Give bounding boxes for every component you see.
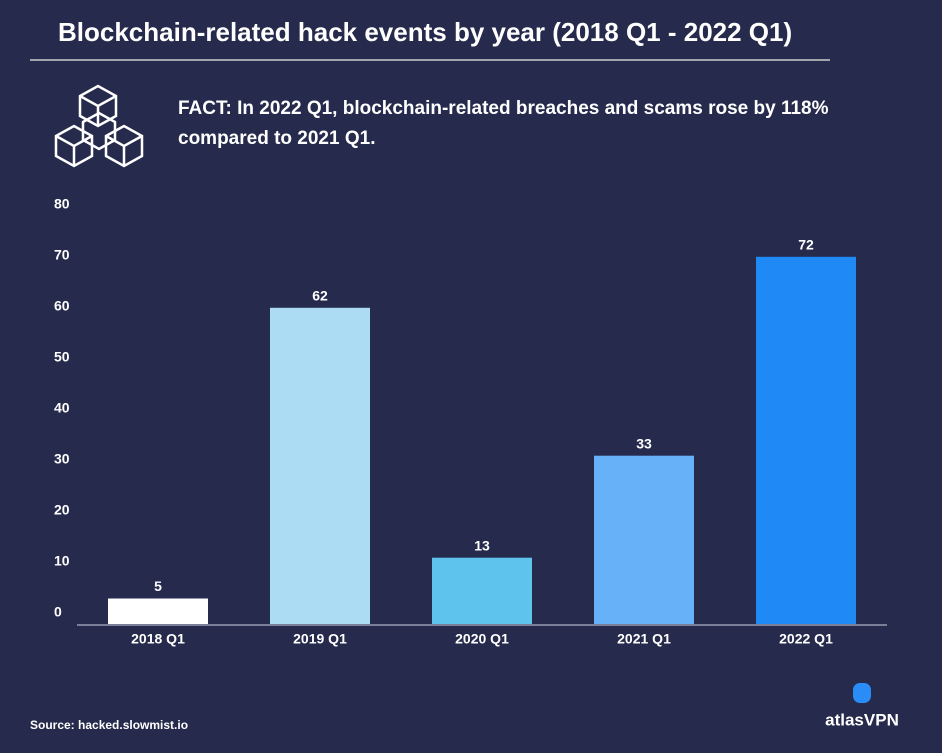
bar	[594, 455, 694, 624]
y-tick-label: 80	[54, 196, 70, 212]
value-label: 13	[474, 537, 490, 553]
bar	[432, 557, 532, 624]
brand-name: atlasVPN	[825, 710, 899, 729]
blocks-icon	[54, 84, 144, 168]
x-tick-label: 2020 Q1	[455, 631, 509, 647]
fact-box: FACT: In 2022 Q1, blockchain-related bre…	[178, 98, 829, 149]
x-tick-label: 2018 Q1	[131, 631, 185, 647]
y-tick-label: 30	[54, 451, 70, 467]
x-tick-label: 2021 Q1	[617, 631, 671, 647]
y-tick-label: 60	[54, 298, 70, 314]
y-tick-label: 20	[54, 502, 70, 518]
x-tick-label: 2022 Q1	[779, 631, 833, 647]
y-tick-label: 10	[54, 553, 70, 569]
bar	[108, 598, 208, 624]
value-label: 33	[636, 435, 652, 451]
fact-text: FACT: In 2022 Q1, blockchain-related bre…	[178, 98, 829, 149]
value-label: 72	[798, 237, 814, 253]
chart-title: Blockchain-related hack events by year (…	[58, 17, 792, 47]
y-tick-label: 70	[54, 247, 70, 263]
value-label: 62	[312, 288, 328, 304]
y-tick-label: 40	[54, 400, 70, 416]
brand-icon	[853, 683, 871, 703]
source: Source: hacked.slowmist.io	[30, 718, 188, 732]
y-tick-label: 0	[54, 604, 62, 620]
bar	[270, 307, 370, 624]
bar	[756, 256, 856, 624]
brand-logo: atlasVPN	[825, 683, 899, 729]
y-tick-label: 50	[54, 349, 70, 365]
x-tick-label: 2019 Q1	[293, 631, 347, 647]
value-label: 5	[154, 578, 162, 594]
